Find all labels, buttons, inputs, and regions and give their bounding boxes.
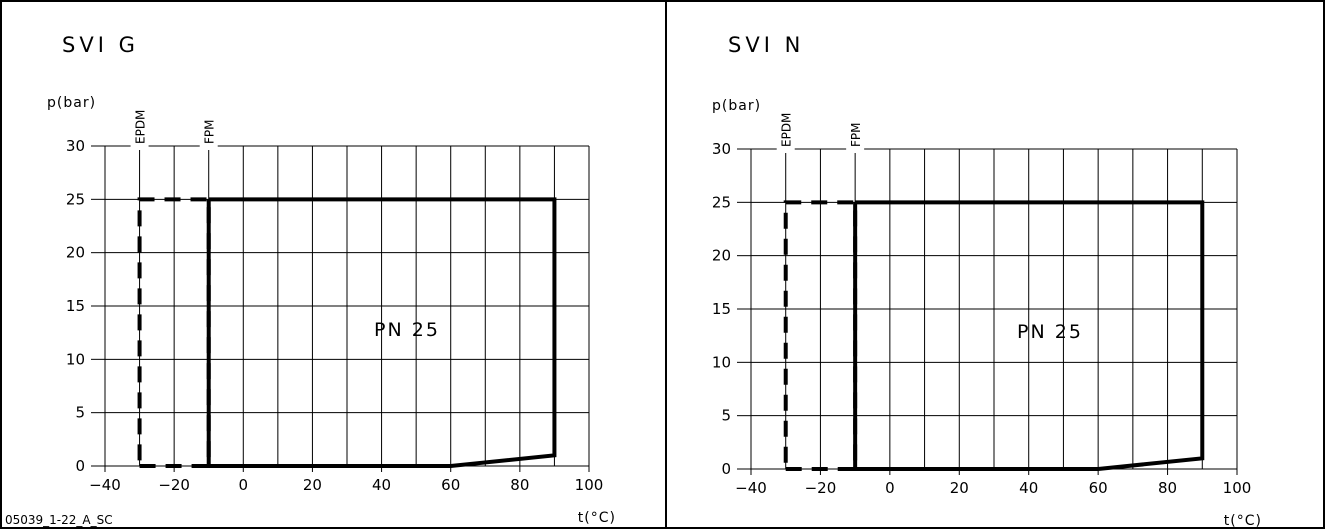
x-tick-label: −40 [735,479,767,497]
y-tick-label: 25 [66,190,85,208]
pn-region-label: PN 25 [374,319,440,341]
y-tick-label: 5 [721,407,731,425]
x-tick-label: 0 [885,479,895,497]
grid-lines [104,145,590,467]
grid-lines [750,148,1238,470]
x-tick-label: −40 [89,476,121,494]
label-backing [199,142,218,150]
label-backing [846,145,865,153]
x-tick-label: 60 [1089,479,1108,497]
y-tick-label: 25 [712,193,731,211]
y-tick-label: 20 [66,244,85,262]
label-backing [130,142,149,150]
material-labels: EPDM FPM [776,113,865,153]
y-tick-label: 5 [75,404,85,422]
x-axis-label: t(°C) [578,510,616,526]
y-tick-label: 30 [66,137,85,155]
tick-labels: −40 −20 0 20 40 60 80 100 0 5 10 15 20 25 30 [712,140,1251,497]
series-fpm-line [853,200,1205,471]
y-tick-label: 10 [66,350,85,368]
figure-code: 05039_1-22_A_SC [5,513,113,527]
series-fpm-label: FPM [849,123,863,148]
x-tick-label: 40 [1019,479,1038,497]
series-fpm-line [206,197,557,468]
x-tick-label: 60 [441,476,460,494]
x-tick-label: 100 [1223,479,1252,497]
x-tick-label: 100 [575,476,604,494]
series-marks [137,197,557,468]
y-tick-label: 30 [712,140,731,158]
x-axis-label: t(°C) [1224,513,1262,529]
label-backing [776,145,795,153]
series-epdm-label: EPDM [134,110,148,144]
y-tick-label: 0 [75,457,85,475]
x-tick-label: 40 [372,476,391,494]
series-epdm-label: EPDM [780,113,794,147]
x-tick-label: 80 [1158,479,1177,497]
x-tick-label: 80 [510,476,529,494]
x-tick-label: 20 [950,479,969,497]
x-tick-label: −20 [805,479,837,497]
x-tick-label: 20 [303,476,322,494]
series-epdm-line [783,200,858,471]
material-labels: EPDM FPM [130,110,218,150]
chart-title: SVI N [728,33,804,57]
y-tick-label: 20 [712,247,731,265]
series-marks [783,200,1205,471]
tick-labels: −40 −20 0 20 40 60 80 100 0 5 10 15 20 25 30 [66,137,603,494]
y-tick-label: 0 [721,460,731,478]
x-tick-label: −20 [158,476,190,494]
y-tick-label: 15 [712,300,731,318]
chart-panel-svi-n: SVI N p(bar) t(°C) PN 25 −40 −20 0 20 40 60 80… [712,33,1262,529]
y-tick-label: 15 [66,297,85,315]
chart-panel-svi-g: SVI G p(bar) t(°C) PN 25 05039_1-22_A_SC… [5,33,616,527]
x-tick-label: 0 [239,476,249,494]
series-fpm-label: FPM [203,120,217,145]
y-tick-label: 10 [712,353,731,371]
y-axis-label: p(bar) [47,95,96,111]
pn-region-label: PN 25 [1017,321,1083,343]
chart-title: SVI G [62,33,139,57]
y-axis-label: p(bar) [712,98,761,114]
